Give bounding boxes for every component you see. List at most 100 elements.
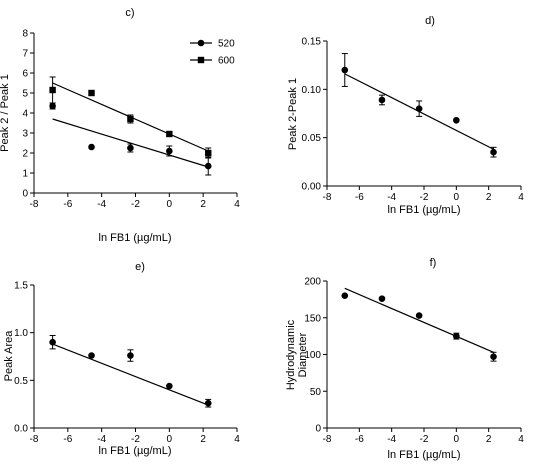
x-tick-label: -8 [323,434,332,445]
data-point-circle [127,144,134,152]
panel-label: d) [425,15,435,27]
y-tick-label: 1 [22,169,28,180]
panel-label: e) [135,261,145,273]
data-point-circle [204,399,212,407]
x-tick-label: -2 [131,434,140,445]
data-point-circle [166,382,173,390]
y-tick-label: 50 [310,387,322,398]
data-point-circle [490,353,497,361]
y-tick-label: 3 [22,129,28,140]
data-point-circle [378,96,386,104]
y-tick-label: 4 [22,109,28,120]
y-axis-label: Peak 2-Peak 1 [287,78,299,150]
x-tick-label: -4 [387,434,396,445]
data-point-square [205,149,212,157]
y-tick-label: 200 [304,277,321,288]
x-tick-label: 0 [167,199,173,210]
x-tick-label: -6 [63,434,72,445]
x-tick-label: -8 [323,192,332,203]
y-tick-label: 1.0 [14,328,28,339]
data-point-square [88,89,95,97]
x-tick-label: -2 [420,192,429,203]
x-axis-label: ln FB1 (µg/mL) [99,232,172,244]
x-tick-label: 2 [200,434,206,445]
x-tick-label: 2 [486,434,492,445]
x-tick-label: -8 [30,434,39,445]
data-point-circle [378,295,386,302]
x-tick-label: 4 [518,434,524,445]
data-point-circle [49,102,56,110]
data-point-circle [415,312,423,319]
fit-line [52,118,209,168]
y-tick-label: 0 [22,189,28,200]
y-tick-label: 0.05 [302,133,322,144]
x-tick-label: -4 [97,434,106,445]
x-tick-label: 0 [454,434,460,445]
legend-label: 520 [218,39,235,50]
legend-marker-circle [197,39,205,47]
x-tick-label: 4 [234,199,240,210]
y-tick-label: 0.5 [14,376,28,387]
y-axis-label: Peak Area [3,330,15,382]
fit-line [52,343,209,406]
y-tick-label: 0.00 [302,182,322,193]
panel-label: f) [430,257,437,269]
y-tick-label: 0.10 [302,85,322,96]
x-axis-label: ln FB1 (µg/mL) [99,445,172,457]
x-tick-label: 2 [486,192,492,203]
y-tick-label: 8 [22,29,28,40]
data-point-circle [453,116,460,124]
panel-f: f) -8 -6 -4 -2 0 2 4 0 50 100 150 200 ln FB1 (µg/mL) H… [285,257,524,461]
data-point-circle [88,352,95,359]
panel-label: c) [125,7,134,19]
y-tick-label: 0.15 [302,37,322,48]
x-tick-label: 0 [454,192,460,203]
data-point-circle [166,147,173,155]
data-point-circle [341,66,349,74]
x-tick-label: -2 [131,199,140,210]
y-tick-label: 100 [304,350,321,361]
x-axis-label: ln FB1 (µg/mL) [388,204,461,216]
x-tick-label: 0 [167,434,173,445]
data-point-circle [453,332,460,340]
y-tick-label: 0 [315,424,321,435]
x-tick-label: -4 [97,199,106,210]
x-tick-label: -8 [30,199,39,210]
data-point-circle [88,143,95,151]
y-tick-label: 0.0 [14,424,28,435]
y-tick-label: 2 [22,149,28,160]
y-tick-label: 5 [22,89,28,100]
data-point-circle [49,338,56,346]
y-tick-label: 6 [22,69,28,80]
data-point-circle [341,292,349,300]
data-point-circle [204,162,212,170]
panel-c: c) -8 -6 -4 -2 0 2 4 0 1 2 3 4 5 6 7 8 ln FB1 (µg/mL) Peak… [0,7,240,244]
x-tick-label: 2 [200,199,206,210]
y-tick-label: 1.5 [14,281,28,292]
data-point-square [127,115,134,123]
y-axis-label: Peak 2 / Peak 1 [0,74,11,152]
x-tick-label: 4 [234,434,240,445]
x-tick-label: -2 [420,434,429,445]
y-tick-label: 7 [22,49,28,60]
panel-d: d) -8 -6 -4 -2 0 2 4 0.00 0.05 0.10 0.15 ln FB1 (µg/… [287,15,524,216]
legend-label: 600 [218,56,235,67]
data-point-circle [490,148,497,156]
y-axis-label: Diameter [297,332,309,377]
data-point-square [49,86,56,94]
x-tick-label: -4 [387,192,396,203]
data-point-square [166,130,173,138]
data-point-circle [415,105,423,112]
x-tick-label: -6 [355,434,364,445]
x-tick-label: -6 [355,192,364,203]
x-tick-label: -6 [63,199,72,210]
y-axis-label: Hydrodynamic [285,319,297,390]
fit-line [344,287,494,353]
panel-e: e) -8 -6 -4 -2 0 2 4 0.0 0.5 1.0 1.5 ln FB1 (µg/mL) P… [3,261,240,457]
x-axis-label: ln FB1 (µg/mL) [388,449,461,461]
x-tick-label: 4 [518,192,524,203]
data-point-circle [127,352,134,359]
legend-marker-square [197,56,205,64]
y-tick-label: 150 [304,313,321,324]
